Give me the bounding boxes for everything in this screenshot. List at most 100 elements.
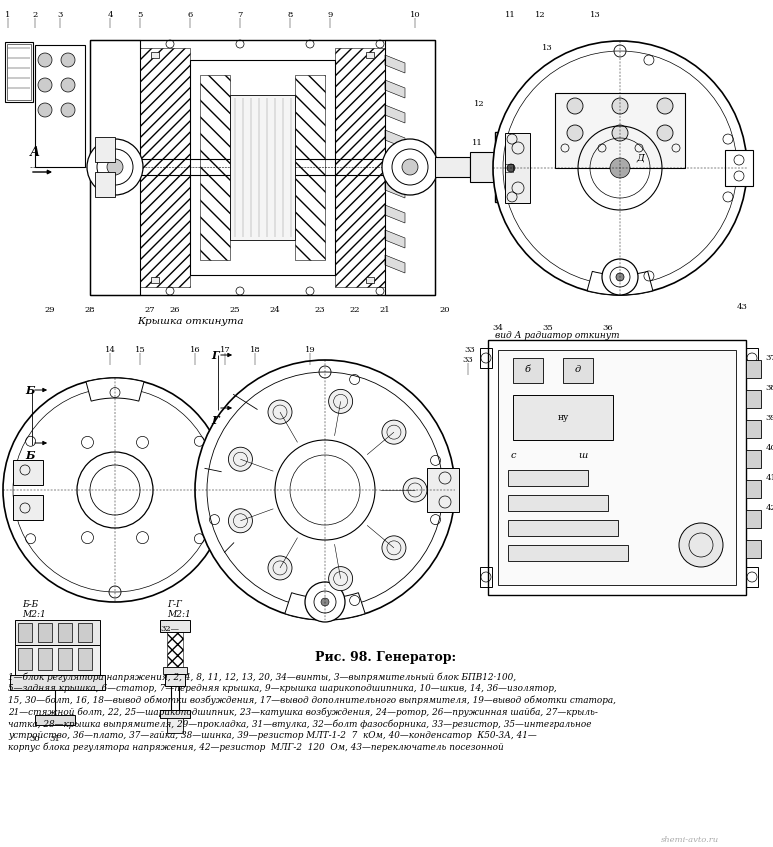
Bar [508,470,588,486]
Bar [167,718,183,733]
Polygon shape [385,80,405,98]
Text: 14: 14 [104,346,115,354]
Text: 1: 1 [5,11,11,19]
Circle shape [382,420,406,444]
Bar [335,48,385,287]
Bar [525,155,543,179]
Bar [746,540,761,558]
Bar [725,150,753,186]
Bar [746,420,761,438]
Bar [58,623,72,642]
Circle shape [195,360,455,620]
Bar [488,340,746,595]
Text: 10: 10 [410,11,421,19]
Text: д: д [575,366,581,374]
Text: 36: 36 [603,324,613,332]
Circle shape [657,125,673,141]
Bar [385,40,435,295]
Circle shape [87,139,143,195]
Polygon shape [385,55,405,73]
Circle shape [107,159,123,175]
Bar [508,520,618,536]
Bar [58,648,72,670]
Text: 35: 35 [543,324,553,332]
Bar [151,277,159,283]
Polygon shape [385,230,405,248]
Text: вид А радиатор откинут: вид А радиатор откинут [495,330,619,340]
Text: 5—задняя крышка, 6—статор, 7—передняя крышка, 9—крышка шарикоподшипника, 10—шкив: 5—задняя крышка, 6—статор, 7—передняя кр… [8,684,557,693]
Bar [13,460,43,485]
Circle shape [61,103,75,117]
Circle shape [402,159,418,175]
Circle shape [3,378,227,602]
Bar [435,157,470,177]
Bar [480,348,492,368]
Circle shape [382,536,406,560]
Circle shape [229,447,253,471]
Polygon shape [385,255,405,273]
Circle shape [38,53,52,67]
Text: 24: 24 [270,306,281,314]
Bar [18,623,32,642]
Text: А: А [30,146,40,158]
Circle shape [567,125,583,141]
Text: 8: 8 [288,11,293,19]
Bar [495,132,525,202]
Circle shape [229,509,253,533]
Text: 28: 28 [85,306,95,314]
Text: 21: 21 [380,306,390,314]
Text: 39: 39 [765,414,773,422]
Bar [366,277,374,283]
Circle shape [38,78,52,92]
Bar [13,495,43,520]
Polygon shape [385,130,405,148]
Circle shape [493,41,747,295]
Bar [746,348,758,368]
Circle shape [610,158,630,178]
Bar [90,40,140,295]
Text: Д: Д [636,153,644,163]
Bar [746,510,761,528]
Bar [165,674,185,686]
Circle shape [403,478,427,502]
Bar [498,350,736,585]
Text: 43: 43 [737,303,747,311]
Bar [160,620,190,632]
Text: 21—стяжной болт, 22, 25—шарикоподшипник, 23—катушка возбуждения, 24—ротор, 26—пр: 21—стяжной болт, 22, 25—шарикоподшипник,… [8,707,598,717]
Text: корпус блока регулятора напряжения, 42—резистор  МЛГ-2  120  Ом, 43—переключател: корпус блока регулятора напряжения, 42—р… [8,743,504,752]
Text: 22: 22 [349,306,360,314]
Text: 11: 11 [472,140,482,147]
Bar [505,164,513,172]
Text: 5: 5 [138,11,143,19]
Text: 12: 12 [474,100,485,108]
Bar [503,151,517,183]
Bar [95,172,115,197]
Circle shape [602,259,638,295]
Circle shape [567,98,583,114]
Text: 19: 19 [305,346,315,354]
Wedge shape [86,378,144,401]
Text: устройство, 36—плато, 37—гайка, 38—шинка, 39—резистор МЛТ-1-2  7  кОм, 40—конден: устройство, 36—плато, 37—гайка, 38—шинка… [8,731,536,740]
Text: 12: 12 [535,11,545,19]
Text: 2: 2 [32,11,38,19]
Text: 30: 30 [29,735,40,743]
Bar [35,715,75,725]
Text: Рис. 98. Генератор:: Рис. 98. Генератор: [315,651,457,665]
Text: 7: 7 [237,11,243,19]
Text: Крышка откинута: Крышка откинута [137,318,243,326]
Text: 4: 4 [107,11,113,19]
Text: 41: 41 [765,474,773,482]
Bar [151,52,159,58]
Circle shape [268,556,292,580]
Polygon shape [385,180,405,198]
Text: 29: 29 [45,306,56,314]
Text: 13: 13 [542,44,553,52]
Text: shemi-avto.ru: shemi-avto.ru [661,836,719,844]
Circle shape [612,98,628,114]
Polygon shape [385,155,405,173]
Text: 15: 15 [135,346,145,354]
Circle shape [329,390,352,413]
Text: 15, 30—болт, 16, 18—вывод обмотки возбуждения, 17—вывод дополнительного выпрямит: 15, 30—болт, 16, 18—вывод обмотки возбуж… [8,695,616,705]
Text: б: б [525,366,531,374]
Bar [200,75,230,260]
